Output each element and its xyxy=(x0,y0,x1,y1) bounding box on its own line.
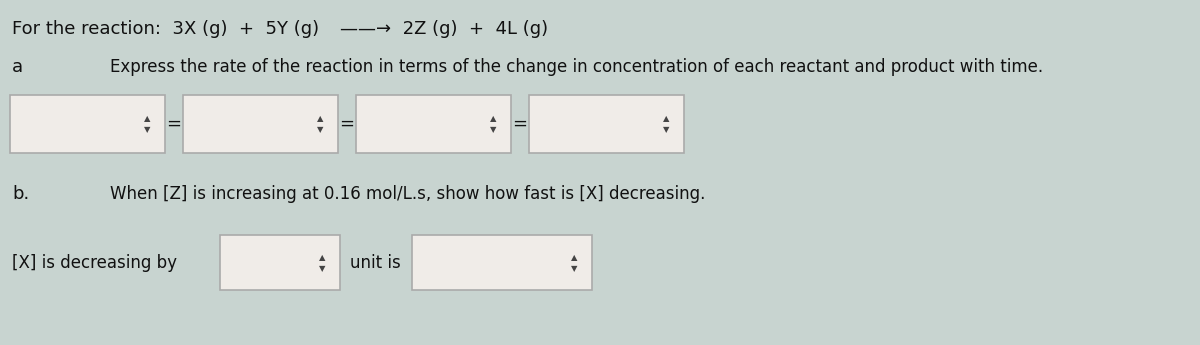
Text: ▼: ▼ xyxy=(317,126,323,135)
FancyBboxPatch shape xyxy=(356,95,511,153)
Text: unit is: unit is xyxy=(350,254,401,272)
Text: =: = xyxy=(512,115,528,133)
FancyBboxPatch shape xyxy=(529,95,684,153)
FancyBboxPatch shape xyxy=(220,235,340,290)
Text: [X] is decreasing by: [X] is decreasing by xyxy=(12,254,178,272)
Text: ▼: ▼ xyxy=(144,126,150,135)
Text: When [Z] is increasing at 0.16 mol/L.s, show how fast is [X] decreasing.: When [Z] is increasing at 0.16 mol/L.s, … xyxy=(110,185,706,203)
Text: ▲: ▲ xyxy=(319,253,325,262)
Text: Express the rate of the reaction in terms of the change in concentration of each: Express the rate of the reaction in term… xyxy=(110,58,1043,76)
Text: ▲: ▲ xyxy=(144,115,150,124)
Text: =: = xyxy=(340,115,354,133)
FancyBboxPatch shape xyxy=(182,95,338,153)
Text: ▼: ▼ xyxy=(571,264,577,273)
Text: ▼: ▼ xyxy=(490,126,497,135)
Text: ▲: ▲ xyxy=(662,115,670,124)
Text: ▲: ▲ xyxy=(490,115,497,124)
Text: ▲: ▲ xyxy=(571,253,577,262)
Text: ▲: ▲ xyxy=(317,115,323,124)
Text: =: = xyxy=(167,115,181,133)
Text: b.: b. xyxy=(12,185,29,203)
FancyBboxPatch shape xyxy=(10,95,166,153)
Text: ——→  2Z (g)  +  4L (g): ——→ 2Z (g) + 4L (g) xyxy=(340,20,548,38)
Text: a: a xyxy=(12,58,23,76)
FancyBboxPatch shape xyxy=(412,235,592,290)
Text: ▼: ▼ xyxy=(319,264,325,273)
Text: For the reaction:  3X (g)  +  5Y (g): For the reaction: 3X (g) + 5Y (g) xyxy=(12,20,331,38)
Text: ▼: ▼ xyxy=(662,126,670,135)
